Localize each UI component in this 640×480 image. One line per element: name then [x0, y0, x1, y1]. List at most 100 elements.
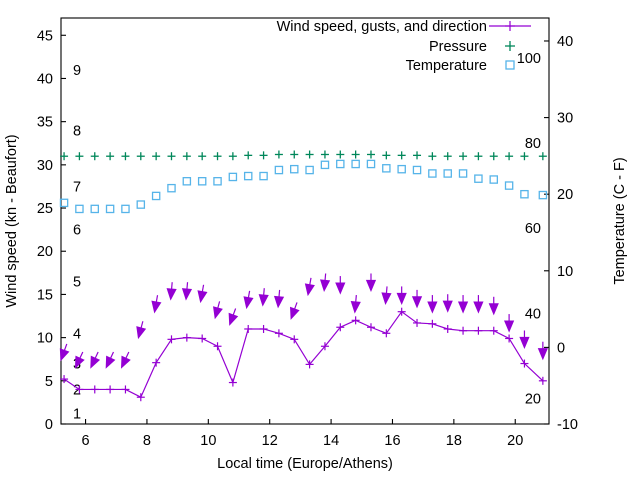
y-axis-title: Wind speed (kn - Beaufort)	[4, 134, 20, 307]
wind-direction-arrow	[304, 277, 315, 297]
wind-direction-arrow	[396, 286, 407, 305]
y-tick-label: 45	[37, 28, 53, 44]
y2-tick-label: -10	[557, 417, 578, 433]
wind-direction-arrow	[166, 282, 177, 301]
temperature-point	[351, 159, 360, 169]
fahrenheit-label: 60	[525, 221, 541, 237]
wind-direction-arrow	[228, 308, 239, 326]
y-tick-label: 15	[37, 287, 53, 303]
y-tick-label: 30	[37, 158, 53, 174]
plot-frame	[60, 17, 550, 425]
temperature-point	[504, 181, 514, 190]
temperature-point	[136, 200, 146, 209]
wind-direction-arrow	[488, 296, 499, 316]
y-tick-label: 5	[45, 374, 53, 390]
wind-direction-arrow	[457, 295, 469, 314]
x-tick-label: 10	[200, 433, 216, 449]
temperature-point	[412, 165, 422, 175]
wind-direction-arrow	[243, 290, 254, 310]
temperature-point	[428, 169, 437, 178]
temperature-point	[182, 177, 192, 186]
wind-direction-arrow	[411, 289, 423, 309]
y2-tick-label: 30	[557, 111, 573, 127]
temperature-point	[243, 171, 253, 181]
wind-direction-arrow	[503, 314, 515, 333]
x-axis-title: Local time (Europe/Athens)	[217, 456, 393, 472]
y-tick-label: 10	[37, 331, 53, 347]
y-tick-label: 20	[37, 244, 53, 260]
wind-direction-arrow	[442, 294, 453, 313]
x-tick-label: 14	[323, 433, 339, 449]
x-tick-label: 8	[143, 433, 151, 449]
wind-direction-arrow	[197, 284, 208, 304]
temperature-point	[259, 171, 268, 181]
temperature-point	[320, 160, 330, 170]
y-tick-label: 25	[37, 201, 53, 217]
fahrenheit-label: 20	[525, 392, 541, 408]
temperature-point	[121, 204, 130, 214]
wind-direction-arrow	[59, 343, 70, 362]
wind-direction-arrow	[537, 341, 548, 361]
temperature-point	[443, 169, 452, 178]
temperature-point	[197, 177, 207, 186]
temperature-point	[75, 204, 84, 214]
fahrenheit-label: 80	[525, 136, 541, 152]
wind-direction-arrow	[335, 276, 346, 295]
wind-direction-arrow	[74, 351, 85, 369]
wind-direction-arrow	[181, 282, 193, 301]
wind-direction-arrow	[365, 273, 377, 293]
temperature-point	[151, 191, 161, 201]
wind-direction-arrow	[290, 302, 300, 320]
temperature-point	[305, 165, 314, 175]
wind-direction-arrow	[258, 288, 269, 307]
temperature-point	[336, 159, 345, 169]
temperature-point	[520, 189, 529, 199]
x-tick-label: 12	[262, 433, 278, 449]
legend-label-pressure: Pressure	[429, 39, 487, 55]
temperature-point	[366, 159, 376, 169]
beaufort-label: 7	[73, 179, 81, 195]
wind-direction-arrow	[381, 286, 392, 305]
x-tick-label: 20	[507, 433, 523, 449]
wind-direction-arrow	[473, 295, 484, 314]
y2-tick-label: 10	[557, 264, 573, 280]
temperature-point	[474, 174, 483, 183]
y2-tick-label: 20	[557, 187, 573, 203]
y-tick-label: 0	[45, 417, 53, 433]
y-tick-label: 35	[37, 115, 53, 131]
temperature-point	[290, 164, 299, 174]
wind-direction-arrow	[350, 295, 361, 314]
temperature-point	[397, 164, 406, 174]
fahrenheit-label: 40	[525, 307, 541, 323]
legend-label-temperature: Temperature	[406, 58, 487, 74]
wind-direction-arrow	[273, 289, 285, 309]
legend-label-wind: Wind speed, gusts, and direction	[277, 19, 487, 35]
legend-marker-temperature	[505, 60, 515, 70]
wind-direction-arrow	[136, 321, 147, 340]
beaufort-label: 1	[73, 407, 81, 423]
temperature-point	[228, 172, 238, 182]
temperature-point	[213, 177, 222, 186]
wind-direction-arrow	[90, 351, 101, 369]
beaufort-label: 4	[73, 326, 81, 342]
temperature-point	[538, 190, 548, 200]
x-tick-label: 6	[82, 433, 90, 449]
temperature-point	[59, 198, 69, 208]
wind-direction-arrow	[427, 295, 438, 314]
beaufort-label: 9	[73, 63, 81, 79]
wind-direction-arrow	[151, 295, 162, 314]
wind-direction-arrow	[213, 301, 223, 320]
wind-direction-arrow	[519, 330, 530, 350]
wind-direction-arrow	[120, 351, 131, 369]
x-tick-label: 16	[384, 433, 400, 449]
temperature-point	[458, 169, 468, 178]
y2-axis-title: Temperature (C - F)	[612, 157, 628, 284]
y2-tick-label: 40	[557, 34, 573, 50]
temperature-point	[489, 175, 499, 184]
beaufort-label: 2	[73, 382, 81, 398]
beaufort-label: 6	[73, 223, 81, 239]
wind-speed-line	[63, 310, 544, 399]
fahrenheit-label: 100	[517, 51, 541, 67]
